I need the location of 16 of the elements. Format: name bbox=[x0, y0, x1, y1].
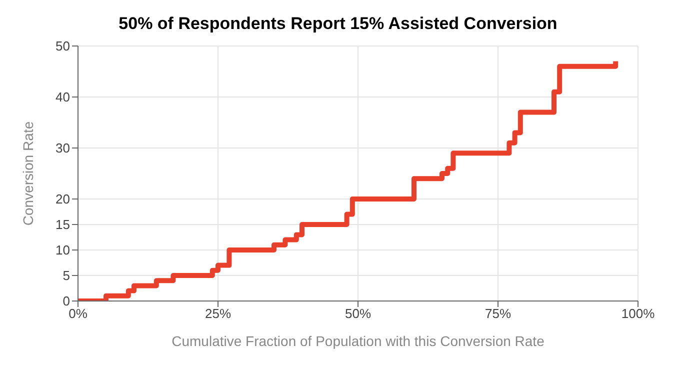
x-tick-label: 0% bbox=[68, 306, 88, 322]
x-tick-label: 25% bbox=[204, 306, 232, 322]
y-tick-label: 15 bbox=[56, 217, 70, 232]
y-tick-label: 10 bbox=[56, 242, 70, 258]
y-tick-label: 50 bbox=[56, 38, 70, 54]
x-tick-label: 100% bbox=[621, 306, 656, 322]
y-tick-label: 30 bbox=[56, 140, 70, 156]
x-tick-label: 75% bbox=[484, 306, 512, 322]
x-axis-title: Cumulative Fraction of Population with this Conversion Rate bbox=[172, 333, 545, 349]
y-tick-label: 0 bbox=[62, 294, 70, 309]
x-tick-label: 50% bbox=[344, 306, 372, 322]
chart-title: 50% of Respondents Report 15% Assisted Conversion bbox=[118, 13, 558, 35]
y-tick-label: 40 bbox=[56, 90, 70, 105]
y-axis-title: Conversion Rate bbox=[20, 121, 36, 226]
y-tick-label: 5 bbox=[62, 268, 70, 284]
y-tick-label: 20 bbox=[56, 192, 70, 207]
